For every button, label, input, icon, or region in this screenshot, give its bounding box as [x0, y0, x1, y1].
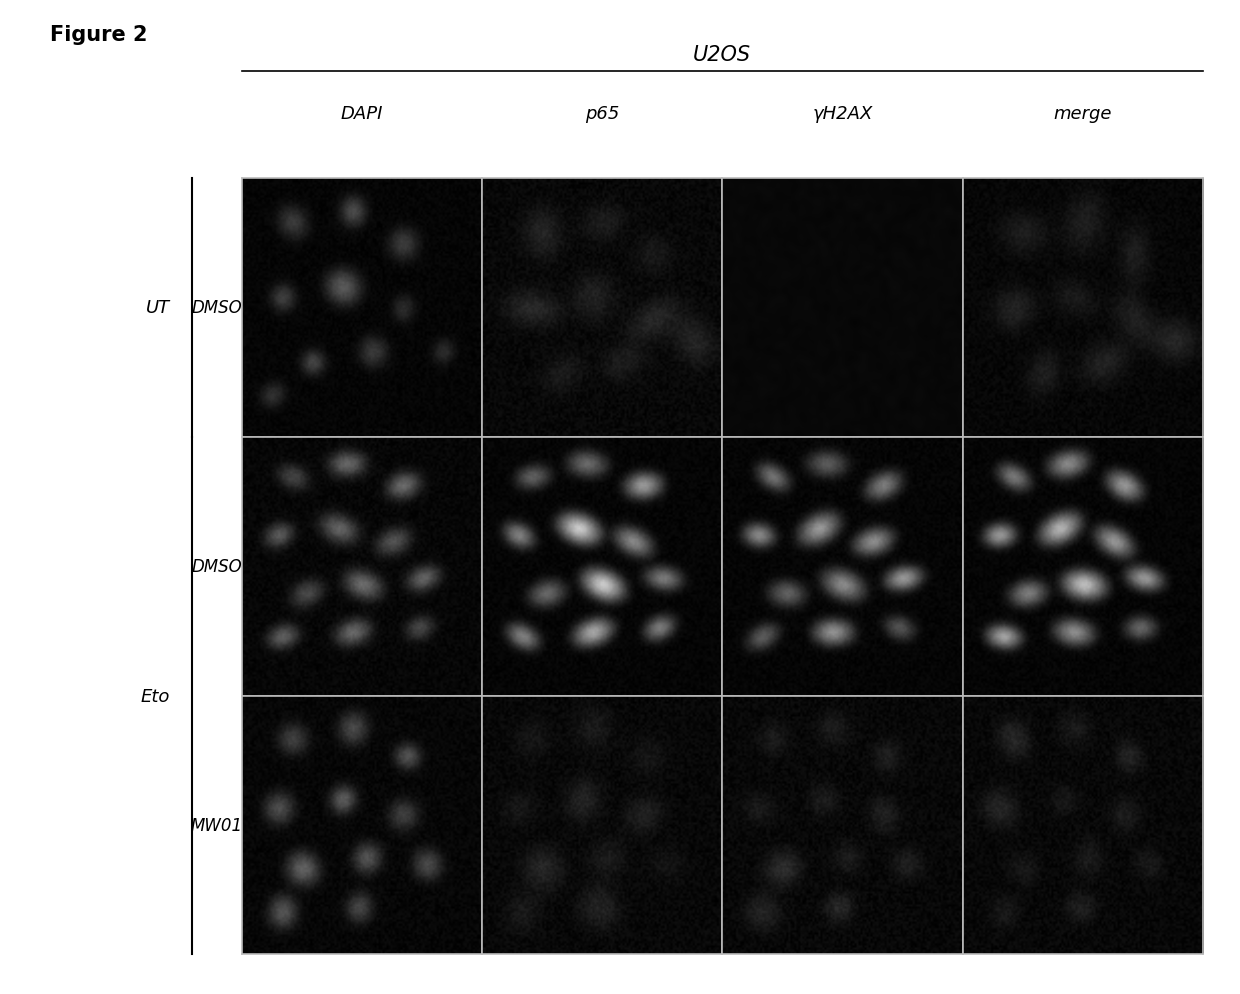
Text: MW01: MW01: [191, 816, 243, 834]
Text: Figure 2: Figure 2: [50, 25, 148, 45]
Text: merge: merge: [1054, 105, 1112, 123]
Text: Eto: Eto: [140, 687, 170, 705]
Text: UT: UT: [146, 299, 170, 317]
Text: DMSO: DMSO: [192, 558, 242, 576]
Text: U2OS: U2OS: [693, 45, 751, 65]
Text: DMSO: DMSO: [192, 299, 242, 317]
Text: DAPI: DAPI: [341, 105, 383, 123]
Text: p65: p65: [585, 105, 619, 123]
Text: γH2AX: γH2AX: [812, 105, 873, 123]
